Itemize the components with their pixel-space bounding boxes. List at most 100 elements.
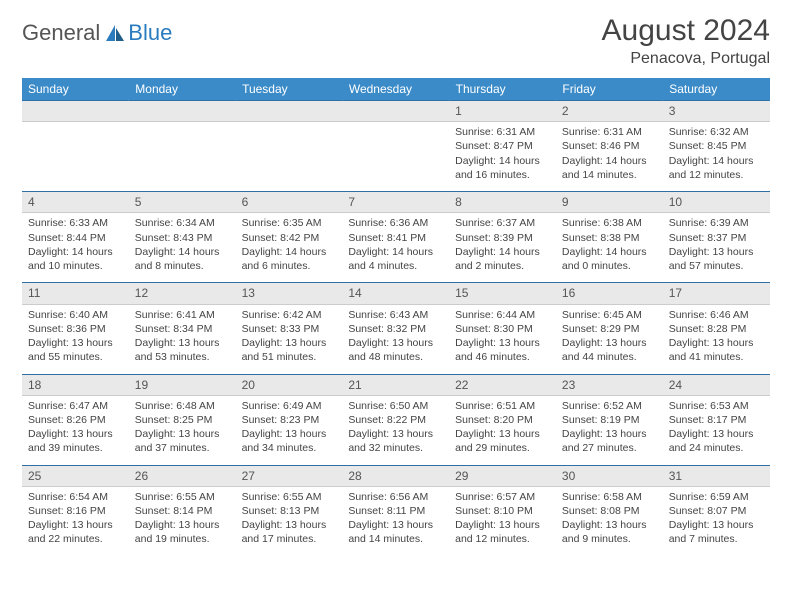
day-number: 14 — [342, 283, 449, 304]
detail-line: Daylight: 13 hours and 53 minutes. — [135, 336, 230, 364]
detail-line: Sunset: 8:39 PM — [455, 231, 550, 245]
detail-line: Daylight: 14 hours and 6 minutes. — [242, 245, 337, 273]
day-details — [129, 122, 236, 192]
details-row: Sunrise: 6:31 AMSunset: 8:47 PMDaylight:… — [22, 122, 770, 192]
detail-line: Daylight: 14 hours and 0 minutes. — [562, 245, 657, 273]
detail-line: Sunrise: 6:56 AM — [348, 490, 443, 504]
detail-line: Sunrise: 6:59 AM — [669, 490, 764, 504]
day-details: Sunrise: 6:45 AMSunset: 8:29 PMDaylight:… — [556, 304, 663, 374]
brand-part2: Blue — [128, 20, 172, 46]
weekday-header: Tuesday — [236, 78, 343, 101]
title-block: August 2024 Penacova, Portugal — [602, 14, 770, 68]
day-number: 9 — [556, 192, 663, 213]
detail-line: Sunrise: 6:46 AM — [669, 308, 764, 322]
weekday-header: Wednesday — [342, 78, 449, 101]
day-details: Sunrise: 6:56 AMSunset: 8:11 PMDaylight:… — [342, 486, 449, 556]
day-number: 27 — [236, 465, 343, 486]
daynum-row: 18192021222324 — [22, 374, 770, 395]
day-number: 28 — [342, 465, 449, 486]
detail-line: Daylight: 13 hours and 9 minutes. — [562, 518, 657, 546]
detail-line: Sunset: 8:07 PM — [669, 504, 764, 518]
day-number: 1 — [449, 101, 556, 122]
daynum-row: 25262728293031 — [22, 465, 770, 486]
detail-line: Daylight: 13 hours and 41 minutes. — [669, 336, 764, 364]
detail-line: Sunrise: 6:45 AM — [562, 308, 657, 322]
weekday-header: Saturday — [663, 78, 770, 101]
daynum-row: 123 — [22, 101, 770, 122]
detail-line: Daylight: 13 hours and 14 minutes. — [348, 518, 443, 546]
day-number: 23 — [556, 374, 663, 395]
detail-line: Daylight: 14 hours and 10 minutes. — [28, 245, 123, 273]
day-details: Sunrise: 6:58 AMSunset: 8:08 PMDaylight:… — [556, 486, 663, 556]
day-details: Sunrise: 6:40 AMSunset: 8:36 PMDaylight:… — [22, 304, 129, 374]
detail-line: Sunrise: 6:50 AM — [348, 399, 443, 413]
day-number: 8 — [449, 192, 556, 213]
day-number: 13 — [236, 283, 343, 304]
detail-line: Sunset: 8:30 PM — [455, 322, 550, 336]
daynum-row: 11121314151617 — [22, 283, 770, 304]
day-details: Sunrise: 6:55 AMSunset: 8:14 PMDaylight:… — [129, 486, 236, 556]
location: Penacova, Portugal — [602, 50, 770, 68]
detail-line: Sunset: 8:19 PM — [562, 413, 657, 427]
day-number: 15 — [449, 283, 556, 304]
detail-line: Sunrise: 6:40 AM — [28, 308, 123, 322]
sail-icon — [104, 23, 126, 43]
detail-line: Sunset: 8:10 PM — [455, 504, 550, 518]
day-details: Sunrise: 6:55 AMSunset: 8:13 PMDaylight:… — [236, 486, 343, 556]
detail-line: Daylight: 13 hours and 24 minutes. — [669, 427, 764, 455]
day-details: Sunrise: 6:38 AMSunset: 8:38 PMDaylight:… — [556, 213, 663, 283]
detail-line: Sunrise: 6:53 AM — [669, 399, 764, 413]
detail-line: Sunset: 8:43 PM — [135, 231, 230, 245]
detail-line: Sunrise: 6:44 AM — [455, 308, 550, 322]
day-number: 18 — [22, 374, 129, 395]
day-details: Sunrise: 6:36 AMSunset: 8:41 PMDaylight:… — [342, 213, 449, 283]
detail-line: Sunrise: 6:47 AM — [28, 399, 123, 413]
day-details: Sunrise: 6:49 AMSunset: 8:23 PMDaylight:… — [236, 395, 343, 465]
detail-line: Sunset: 8:45 PM — [669, 139, 764, 153]
weekday-header: Thursday — [449, 78, 556, 101]
detail-line: Sunset: 8:26 PM — [28, 413, 123, 427]
detail-line: Sunrise: 6:57 AM — [455, 490, 550, 504]
detail-line: Daylight: 14 hours and 4 minutes. — [348, 245, 443, 273]
day-details: Sunrise: 6:34 AMSunset: 8:43 PMDaylight:… — [129, 213, 236, 283]
weekday-header: Sunday — [22, 78, 129, 101]
detail-line: Daylight: 13 hours and 44 minutes. — [562, 336, 657, 364]
day-number: 22 — [449, 374, 556, 395]
detail-line: Daylight: 13 hours and 19 minutes. — [135, 518, 230, 546]
day-number: 20 — [236, 374, 343, 395]
day-details: Sunrise: 6:47 AMSunset: 8:26 PMDaylight:… — [22, 395, 129, 465]
day-number: 11 — [22, 283, 129, 304]
day-details: Sunrise: 6:31 AMSunset: 8:47 PMDaylight:… — [449, 122, 556, 192]
detail-line: Sunset: 8:11 PM — [348, 504, 443, 518]
detail-line: Sunrise: 6:35 AM — [242, 216, 337, 230]
detail-line: Sunrise: 6:34 AM — [135, 216, 230, 230]
detail-line: Sunset: 8:08 PM — [562, 504, 657, 518]
day-details — [236, 122, 343, 192]
day-number: 16 — [556, 283, 663, 304]
day-details: Sunrise: 6:35 AMSunset: 8:42 PMDaylight:… — [236, 213, 343, 283]
detail-line: Daylight: 13 hours and 34 minutes. — [242, 427, 337, 455]
day-details: Sunrise: 6:39 AMSunset: 8:37 PMDaylight:… — [663, 213, 770, 283]
detail-line: Daylight: 13 hours and 12 minutes. — [455, 518, 550, 546]
day-number — [129, 101, 236, 122]
detail-line: Daylight: 13 hours and 48 minutes. — [348, 336, 443, 364]
day-details: Sunrise: 6:50 AMSunset: 8:22 PMDaylight:… — [342, 395, 449, 465]
day-number: 3 — [663, 101, 770, 122]
day-number: 26 — [129, 465, 236, 486]
detail-line: Sunrise: 6:54 AM — [28, 490, 123, 504]
detail-line: Daylight: 13 hours and 17 minutes. — [242, 518, 337, 546]
day-number: 19 — [129, 374, 236, 395]
detail-line: Sunset: 8:29 PM — [562, 322, 657, 336]
weekday-header: Friday — [556, 78, 663, 101]
detail-line: Sunset: 8:34 PM — [135, 322, 230, 336]
detail-line: Daylight: 13 hours and 46 minutes. — [455, 336, 550, 364]
detail-line: Sunset: 8:37 PM — [669, 231, 764, 245]
detail-line: Sunset: 8:36 PM — [28, 322, 123, 336]
day-details: Sunrise: 6:59 AMSunset: 8:07 PMDaylight:… — [663, 486, 770, 556]
day-details: Sunrise: 6:33 AMSunset: 8:44 PMDaylight:… — [22, 213, 129, 283]
brand-logo: General Blue — [22, 14, 172, 46]
day-details: Sunrise: 6:42 AMSunset: 8:33 PMDaylight:… — [236, 304, 343, 374]
detail-line: Sunset: 8:32 PM — [348, 322, 443, 336]
day-number: 17 — [663, 283, 770, 304]
detail-line: Sunset: 8:16 PM — [28, 504, 123, 518]
